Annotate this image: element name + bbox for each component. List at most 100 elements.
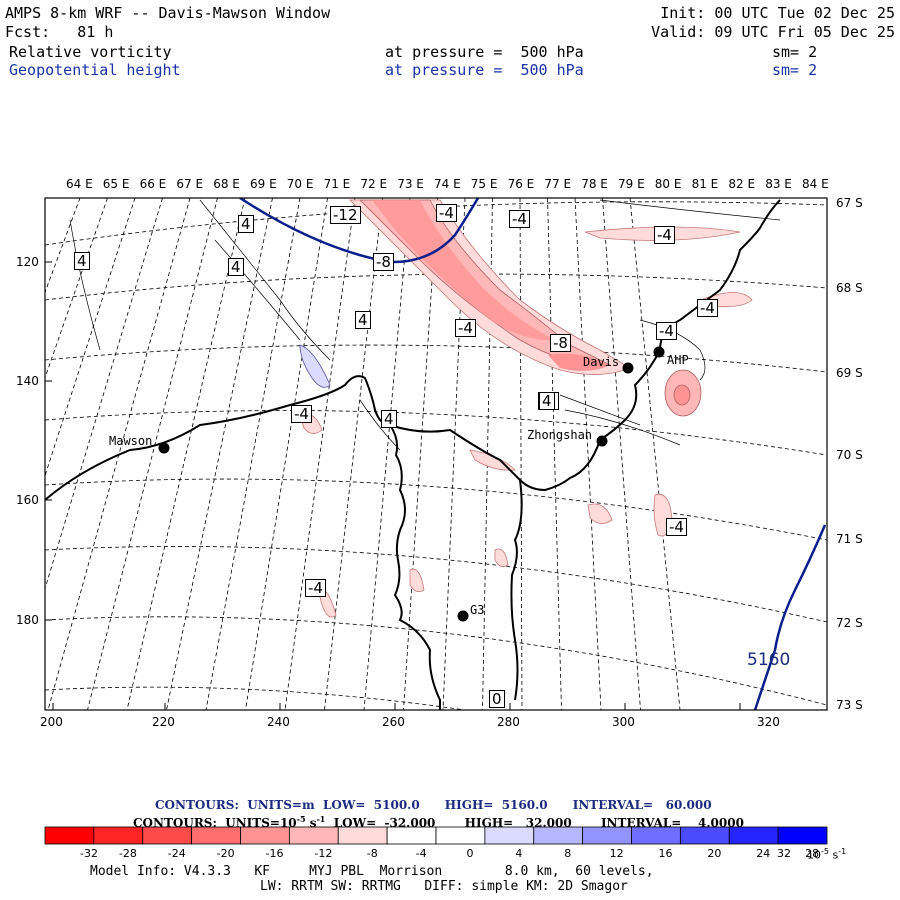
zhongshan-marker: [596, 435, 608, 447]
vorticity-contour-label: -4: [666, 518, 687, 536]
colorbar-swatch: [288, 826, 339, 845]
field2-name: Geopotential height: [9, 61, 181, 79]
colorbar-swatch: [142, 826, 193, 845]
grid-x-label: 220: [152, 715, 175, 729]
latitude-label: 73 S: [836, 698, 863, 712]
vorticity-contour-label: -4: [305, 579, 326, 597]
meridian-line: [166, 198, 273, 710]
colorbar-label: 8: [564, 847, 572, 860]
vorticity-contour-label: 0: [489, 690, 505, 708]
field2-level: at pressure = 500 hPa: [385, 61, 584, 79]
longitude-label: 77 E: [544, 177, 572, 191]
grid-y-label: 120: [16, 255, 39, 269]
davis-marker: [622, 362, 634, 374]
latitude-lines: [45, 201, 827, 710]
latitude-label: 70 S: [836, 448, 863, 462]
init-time: Init: 00 UTC Tue 02 Dec 25: [660, 4, 895, 22]
longitude-label: 66 E: [139, 177, 167, 191]
colorbar-swatch: [240, 826, 290, 845]
meridian-line: [205, 198, 301, 710]
grid-y-label: 180: [16, 613, 39, 627]
colorbar-swatch: [631, 826, 681, 845]
mawson-marker: [158, 442, 170, 454]
colorbar-label: 0: [466, 847, 474, 860]
model-info: Model Info: V4.3.3 KF MYJ PBL Morrison 8…: [90, 864, 654, 879]
colorbar-label: -12: [314, 847, 333, 860]
meridian-line: [45, 198, 163, 591]
colorbar-unit: 10-5 s-1: [807, 847, 847, 862]
height-contours: [239, 198, 827, 710]
positive-vorticity-shading: [299, 344, 331, 388]
colorbar-swatch: [435, 826, 486, 845]
colorbar-label: 20: [707, 847, 722, 860]
station-markers: [158, 346, 665, 622]
station-label-g3: G3: [470, 603, 485, 617]
colorbar-swatch: [777, 826, 828, 845]
meridian-line: [47, 198, 191, 710]
station-label-davis: Davis: [583, 355, 620, 369]
meridian-line: [602, 198, 641, 710]
longitude-label: 73 E: [397, 177, 424, 191]
longitude-label: 71 E: [323, 177, 351, 191]
station-label-zhongshan: Zhongshan: [527, 428, 593, 442]
longitude-label: 82 E: [728, 177, 756, 191]
coastline: [45, 199, 781, 710]
meridian-line: [574, 198, 602, 710]
colorbar-label: -4: [415, 847, 427, 860]
colorbar-swatch: [582, 826, 632, 845]
latitude-label: 71 S: [836, 532, 863, 546]
colorbar-label: 4: [515, 847, 523, 860]
meridian-line: [45, 198, 81, 294]
station-label-mawson: Mawson: [109, 434, 153, 448]
longitude-label: 79 E: [618, 177, 645, 191]
meridian-line: [324, 198, 383, 710]
vorticity-contour-label: 4: [238, 215, 254, 233]
field1-smoothing: sm= 2: [772, 43, 818, 61]
longitude-label: 84 E: [802, 177, 829, 191]
longitude-label: 83 E: [765, 177, 792, 191]
colorbar-label: 24: [756, 847, 771, 860]
grid-y-label: 160: [16, 493, 39, 507]
latitude-label: 69 S: [836, 366, 863, 380]
colorbar-swatch: [93, 826, 144, 845]
vorticity-contour-label: -4: [291, 405, 312, 423]
meridian-line: [547, 198, 562, 710]
longitude-label: 76 E: [507, 177, 535, 191]
vorticity-contour-label: 4: [539, 392, 555, 410]
valid-time: Valid: 09 UTC Fri 05 Dec 25: [651, 23, 895, 41]
latitude-label: 68 S: [836, 281, 863, 295]
ahp-marker: [653, 346, 665, 358]
vorticity-contour-label: -4: [656, 322, 677, 340]
vorticity-contour-label: 4: [74, 252, 90, 270]
longitude-label: 81 E: [691, 177, 719, 191]
grid-x-label: 200: [40, 715, 63, 729]
grid-x-label: 300: [612, 715, 635, 729]
colorbar-swatch: [679, 826, 730, 845]
map-title: AMPS 8-km WRF -- Davis-Mawson Window: [5, 4, 331, 22]
latitude-label: 72 S: [836, 616, 863, 630]
colorbar-label: -28: [118, 847, 137, 860]
grid-x-label: 280: [497, 715, 520, 729]
latitude-label: 67 S: [836, 196, 863, 210]
longitude-label: 69 E: [250, 177, 277, 191]
colorbar-label: -16: [265, 847, 284, 860]
longitude-label: 74 E: [434, 177, 461, 191]
field2-smoothing: sm= 2: [772, 61, 818, 79]
meridian-line: [45, 198, 136, 477]
meridian-line: [363, 198, 411, 710]
longitude-label: 65 E: [102, 177, 130, 191]
colorbar-swatch: [386, 826, 437, 845]
grid-x-label: 240: [267, 715, 290, 729]
colorbar-label: 16: [658, 847, 673, 860]
longitude-label: 67 E: [176, 177, 204, 191]
field1-name: Relative vorticity: [9, 43, 172, 61]
meridian-line: [629, 198, 681, 710]
model-physics: LW: RRTM SW: RRTMG DIFF: simple KM: 2D S…: [260, 879, 628, 894]
meridian-line: [284, 198, 356, 710]
longitude-label: 68 E: [213, 177, 240, 191]
forecast-hour: Fcst: 81 h: [5, 23, 114, 41]
colorbar-swatch: [728, 826, 779, 845]
vorticity-contour-label: -8: [373, 253, 394, 271]
